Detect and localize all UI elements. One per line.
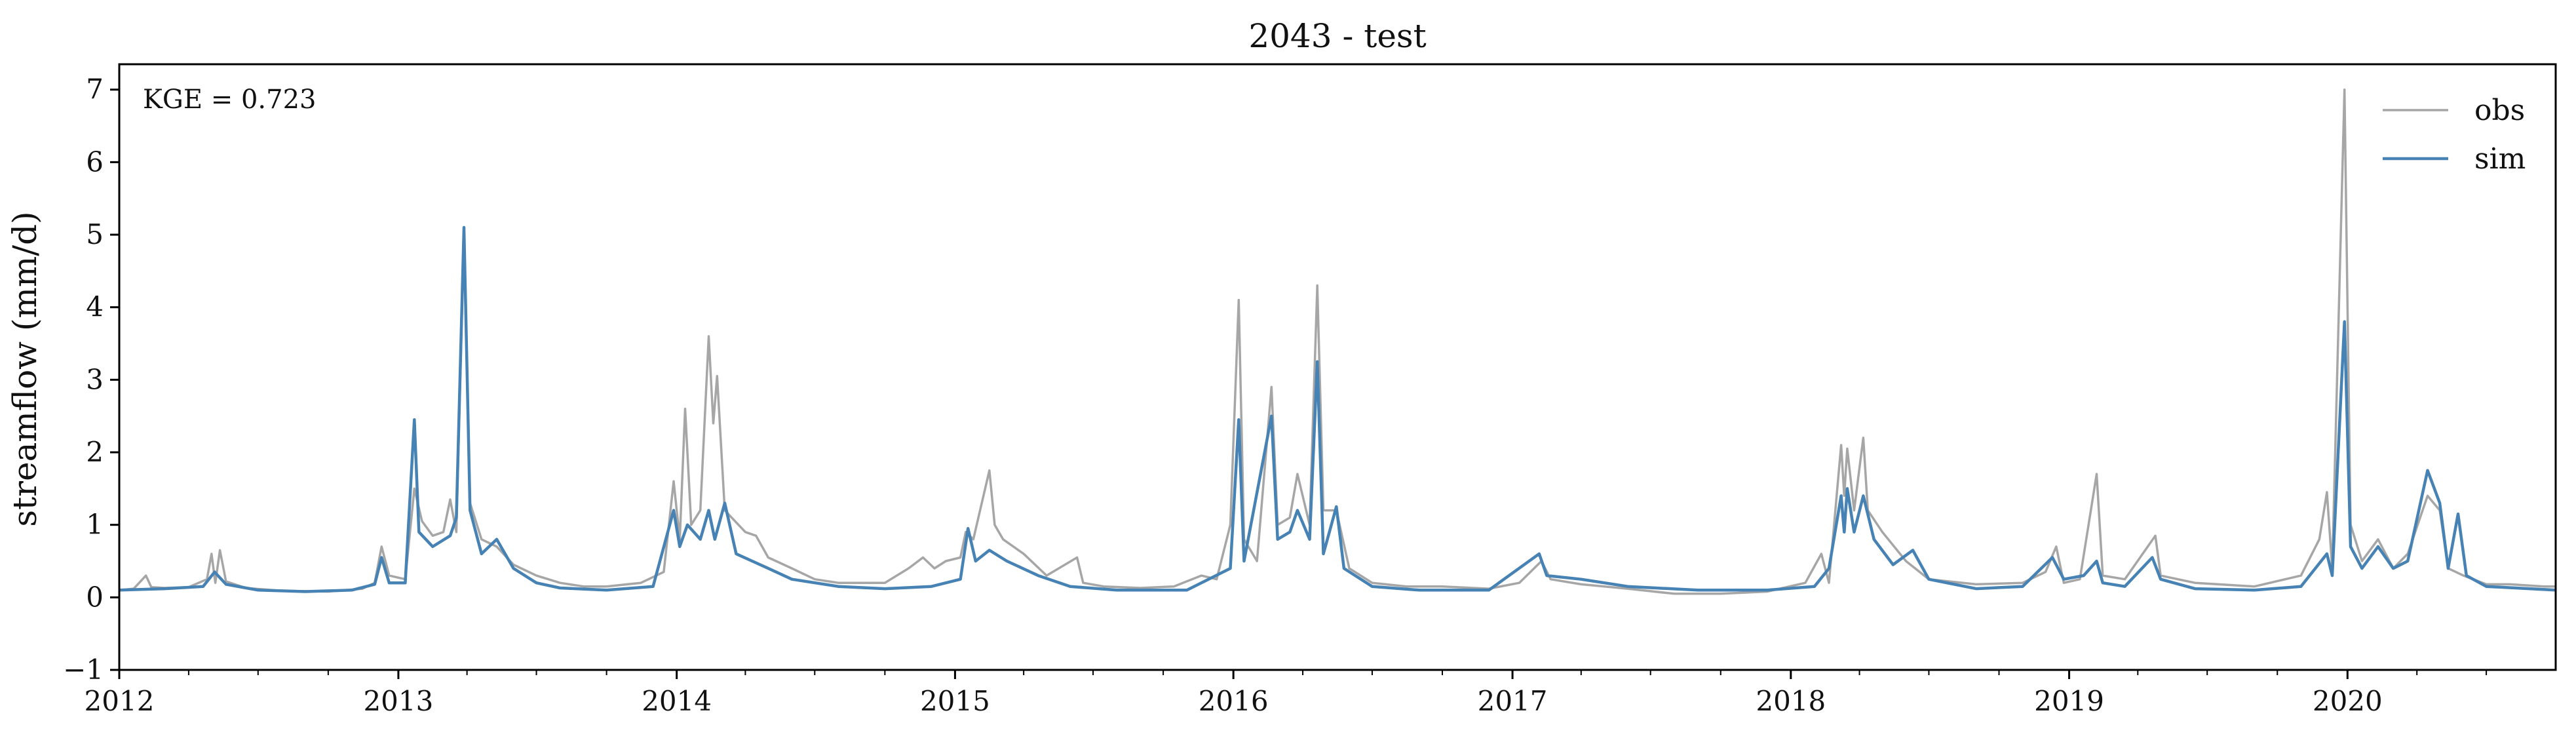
x-tick-label: 2020	[2313, 685, 2383, 717]
series-layer	[119, 88, 2556, 595]
x-tick-label: 2018	[1756, 685, 1826, 717]
legend-label-sim: sim	[2474, 142, 2526, 176]
y-tick-label: 6	[86, 146, 104, 178]
series-line-obs	[119, 88, 2556, 595]
y-axis-ticks: −1 0 1 2 3 4 5 6 7	[63, 73, 119, 686]
y-tick-label: 5	[86, 218, 104, 250]
y-tick-label: 3	[86, 363, 104, 395]
x-axis-ticks: 2012 2013 2014 2015 2016 2017 2018 2019 2020	[85, 670, 2488, 717]
x-tick-label: 2015	[920, 685, 990, 717]
y-tick-label: −1	[63, 654, 104, 686]
x-tick-label: 2014	[642, 685, 712, 717]
kge-annotation: KGE = 0.723	[143, 85, 317, 115]
legend-label-obs: obs	[2474, 94, 2525, 127]
plot-frame	[118, 63, 2557, 671]
x-tick-label: 2016	[1199, 685, 1269, 717]
y-tick-label: 2	[86, 436, 104, 468]
y-tick-label: 4	[86, 291, 104, 323]
y-tick-label: 1	[86, 509, 104, 541]
legend: obs sim	[2383, 94, 2526, 176]
x-tick-label: 2012	[85, 685, 155, 717]
y-tick-label: 0	[86, 581, 104, 613]
x-tick-label: 2017	[1478, 685, 1548, 717]
series-line-sim	[119, 225, 2556, 593]
x-tick-label: 2019	[2034, 685, 2104, 717]
y-tick-label: 7	[86, 73, 104, 106]
y-axis-label: streamflow (mm/d)	[6, 211, 44, 526]
x-tick-label: 2013	[363, 685, 433, 717]
chart-title: 2043 - test	[1248, 17, 1426, 55]
